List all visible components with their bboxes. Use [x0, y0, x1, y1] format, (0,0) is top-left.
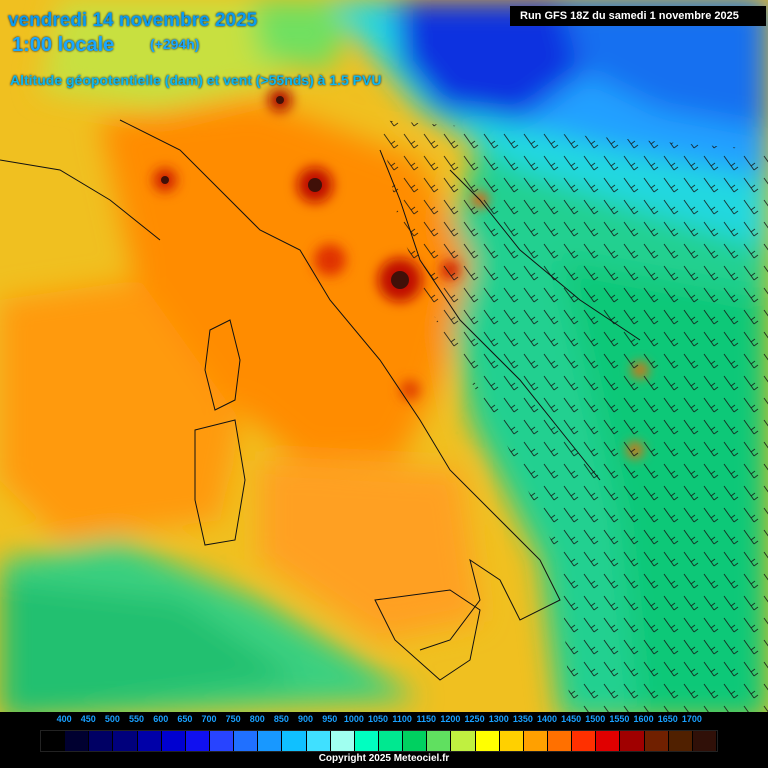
legend-label: 1450: [561, 714, 582, 724]
legend-swatch: [258, 731, 283, 751]
legend-label: 900: [298, 714, 314, 724]
legend-swatch: [499, 731, 524, 751]
run-label: Run GFS 18Z du samedi 1 novembre 2025: [520, 10, 739, 22]
legend-label: 600: [153, 714, 169, 724]
legend-swatch: [644, 731, 669, 751]
legend-labels: 400 450 500 550 600 650 700 750 800 850 900 950 1000…: [40, 714, 716, 728]
legend-swatch: [668, 731, 693, 751]
legend-swatch: [330, 731, 355, 751]
legend-swatch: [65, 731, 90, 751]
legend-label: 1350: [512, 714, 533, 724]
legend-swatch: [475, 731, 500, 751]
legend-swatch: [547, 731, 573, 751]
legend-label: 1200: [440, 714, 461, 724]
legend-swatch: [306, 731, 331, 751]
lead-time: (+294h): [150, 36, 200, 52]
legend-label: 1100: [392, 714, 412, 724]
legend-swatch: [113, 731, 138, 751]
forecast-date: vendredi 14 novembre 2025: [8, 10, 258, 31]
legend-label: 1700: [681, 714, 702, 724]
legend-label: 450: [80, 714, 96, 724]
legend-swatch: [89, 731, 114, 751]
legend-label: 1600: [633, 714, 654, 724]
legend-swatch: [523, 731, 548, 751]
run-info-box: [510, 6, 766, 26]
legend-swatch: [403, 731, 428, 751]
legend-swatch: [620, 731, 645, 751]
legend-swatch: [41, 731, 66, 751]
legend-swatch: [209, 731, 235, 751]
legend-label: 1400: [536, 714, 558, 724]
legend-label: 1300: [488, 714, 509, 724]
legend-label: 1050: [367, 714, 389, 724]
legend-swatch: [378, 731, 404, 751]
legend-swatch: [451, 731, 476, 751]
legend-swatch: [234, 731, 259, 751]
legend-label: 1250: [464, 714, 485, 724]
legend-swatch: [137, 731, 162, 751]
legend-label: 500: [104, 714, 120, 724]
legend-label: 850: [273, 714, 289, 724]
legend-swatch: [572, 731, 597, 751]
local-time: 1:00 locale: [12, 34, 115, 56]
legend-label: 750: [225, 714, 241, 724]
legend-label: 650: [177, 714, 193, 724]
legend-swatch: [161, 731, 186, 751]
legend-swatch: [282, 731, 307, 751]
legend-swatch: [354, 731, 379, 751]
parameter-label: Altitude géopotentielle (dam) et vent (>…: [10, 72, 382, 88]
legend-label: 1000: [343, 714, 364, 724]
legend-label: 1650: [657, 714, 678, 724]
copyright: Copyright 2025 Meteociel.fr: [318, 753, 450, 764]
legend-swatch: [185, 731, 210, 751]
legend-label: 1550: [609, 714, 630, 724]
legend-swatch: [596, 731, 621, 751]
legend-label: 800: [249, 714, 265, 724]
legend-label: 400: [56, 714, 72, 724]
legend-label: 1150: [416, 714, 437, 724]
legend-swatch: [427, 731, 452, 751]
legend-label: 550: [129, 714, 145, 724]
legend-label: 700: [201, 714, 217, 724]
legend-swatch: [692, 731, 717, 751]
legend-label: 950: [322, 714, 338, 724]
color-scale: [40, 730, 718, 752]
legend-label: 1500: [585, 714, 606, 724]
